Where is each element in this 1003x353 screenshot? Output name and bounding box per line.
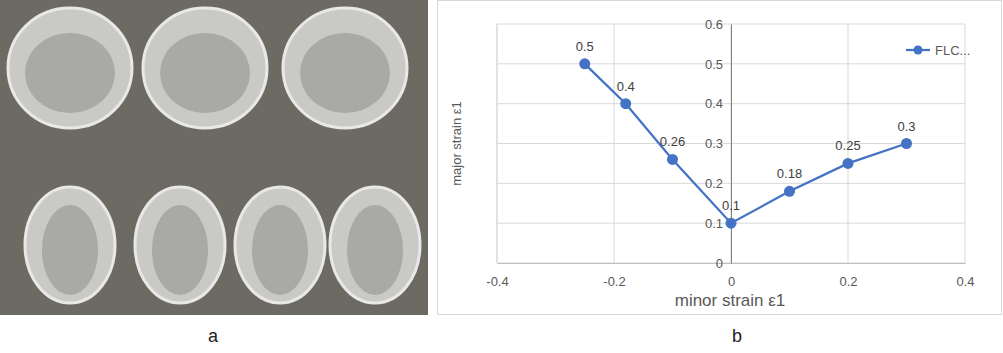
grid-line-x — [614, 24, 615, 263]
y-tick-label: 0.5 — [705, 56, 723, 71]
x-tick: 0 — [728, 263, 735, 289]
photo-part — [160, 33, 250, 113]
x-tick: -0.2 — [603, 263, 625, 289]
photo-part — [330, 187, 420, 303]
photo-part — [283, 8, 407, 128]
data-label: 0.25 — [835, 138, 860, 153]
y-tick-label: 0.6 — [705, 17, 723, 32]
y-tick-label: 0.2 — [705, 176, 723, 191]
y-tick: 0.6 — [705, 17, 731, 32]
photo-part — [252, 205, 308, 295]
photo-panel — [0, 0, 428, 315]
x-tick: -0.4 — [486, 263, 508, 289]
series-marker — [667, 154, 678, 165]
x-tick-label: -0.4 — [486, 274, 508, 289]
data-label: 0.3 — [897, 119, 915, 134]
photo-part — [135, 187, 225, 303]
photo-part — [235, 187, 325, 303]
grid-line-x — [497, 24, 498, 263]
plot-marks — [579, 58, 912, 228]
panel-label: b — [732, 326, 742, 346]
x-axis-title: minor strain ε1 — [675, 291, 786, 310]
grid — [497, 24, 965, 263]
photo-background — [0, 0, 428, 315]
series-marker — [901, 138, 912, 149]
panel-label: a — [208, 326, 219, 346]
y-tick-label: 0.4 — [705, 96, 723, 111]
plot-left-edge — [497, 24, 498, 263]
x-tick: 0.2 — [839, 263, 857, 289]
y-tick: 0.4 — [705, 96, 731, 111]
legend: FLC... — [906, 43, 970, 58]
x-tick: 0.4 — [956, 263, 974, 289]
legend-label: FLC... — [935, 43, 970, 58]
y-tick: 0.5 — [705, 56, 731, 71]
series-line — [585, 64, 907, 223]
y-tick: 0.2 — [705, 176, 731, 191]
photo-part — [25, 187, 115, 303]
x-tick-label: 0 — [728, 274, 735, 289]
photo-part — [25, 33, 115, 113]
series-marker — [579, 58, 590, 69]
y-axis: 0 0.1 0.2 0.3 0.4 0.5 0.6 — [705, 17, 732, 271]
series-marker — [843, 158, 854, 169]
photo-part — [8, 8, 132, 128]
series-marker — [726, 218, 737, 229]
data-label: 0.5 — [576, 39, 594, 54]
y-tick-label: 0.3 — [705, 136, 723, 151]
data-labels: 0.5 0.4 0.26 0.1 0.18 0.25 0.3 — [576, 39, 916, 213]
photo-part — [152, 205, 208, 295]
photo-part — [347, 205, 403, 295]
photo-part — [300, 33, 390, 113]
data-label: 0.18 — [777, 166, 802, 181]
x-axis: -0.4 -0.2 0 0.2 0.4 — [486, 263, 974, 289]
series-marker — [620, 98, 631, 109]
x-tick-label: 0.2 — [839, 274, 857, 289]
data-label: 0.1 — [722, 198, 740, 213]
y-tick-label: 0.1 — [705, 216, 723, 231]
chart-frame — [438, 1, 1002, 315]
series-marker — [784, 186, 795, 197]
y-tick: 0 — [716, 256, 731, 271]
x-tick-label: -0.2 — [603, 274, 625, 289]
photo-part — [143, 8, 267, 128]
y-tick: 0.3 — [705, 136, 731, 151]
x-tick-label: 0.4 — [956, 274, 974, 289]
legend-marker — [914, 46, 923, 55]
y-tick-label: 0 — [716, 256, 723, 271]
y-axis-title: major strain ε1 — [449, 101, 464, 186]
data-label: 0.4 — [617, 79, 635, 94]
grid-line-x — [965, 24, 966, 263]
data-label: 0.26 — [660, 134, 685, 149]
photo-part — [42, 205, 98, 295]
